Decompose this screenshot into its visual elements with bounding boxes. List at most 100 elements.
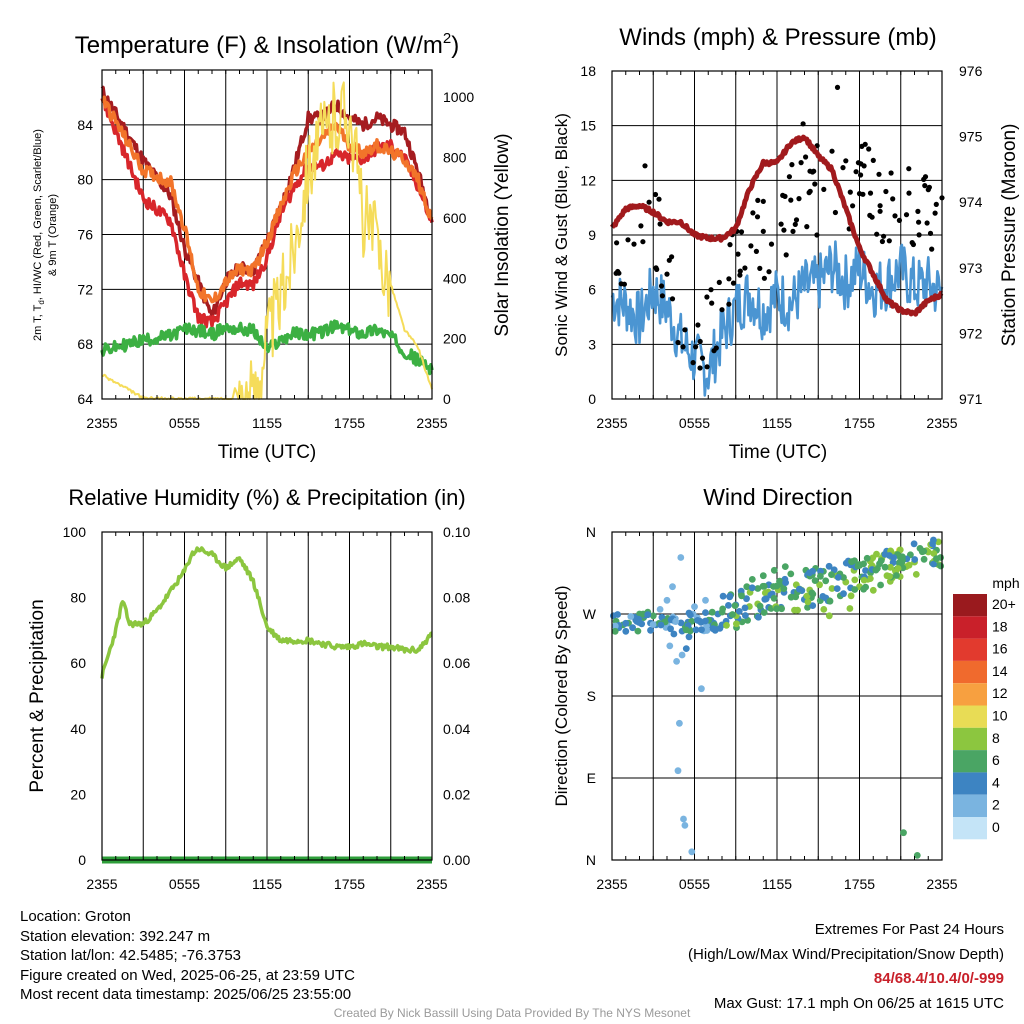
- extremes-values: 84/68.4/10.4/0/-999: [873, 970, 1004, 987]
- gust-point: [807, 168, 813, 174]
- wind-direction-point: [778, 605, 785, 613]
- gust-point: [866, 146, 872, 152]
- wind-direction-panel-title: Wind Direction: [703, 484, 853, 510]
- gust-point: [796, 196, 802, 202]
- humidity-y-tick-label: 40: [70, 721, 86, 737]
- gust-point: [669, 254, 675, 260]
- gust-point: [804, 224, 810, 230]
- gust-point: [737, 272, 743, 278]
- wind-direction-point: [794, 606, 801, 614]
- pressure-line: [609, 134, 944, 317]
- gust-point: [834, 84, 841, 90]
- wind-direction-point: [635, 619, 643, 626]
- winds-y-tick-label: 6: [588, 282, 596, 298]
- gust-point: [657, 221, 663, 227]
- winds-x-tick-label: 2355: [596, 415, 627, 431]
- gust-point: [874, 231, 880, 237]
- wind-direction-point: [869, 586, 877, 594]
- wind-direction-point: [781, 563, 789, 570]
- station-location: Location: Groton: [20, 908, 131, 925]
- legend-label: 16: [992, 641, 1008, 657]
- wind-direction-point: [709, 625, 717, 633]
- wind-direction-point: [691, 603, 698, 611]
- wind-direction-point: [920, 555, 928, 563]
- wind-direction-point: [899, 553, 906, 561]
- wind-direction-point: [825, 562, 833, 570]
- legend-swatch: [953, 660, 987, 684]
- gust-point: [789, 162, 795, 168]
- legend-title: mph: [992, 575, 1019, 591]
- winds-x-tick-label: 1155: [762, 415, 792, 431]
- wind-direction-point: [729, 611, 736, 618]
- gust-point: [829, 148, 835, 154]
- humidity-y-tick-label: 0: [78, 852, 86, 868]
- gust-point: [713, 345, 719, 351]
- humidity-y-tick-label: 60: [70, 655, 86, 671]
- wind-direction-point: [725, 602, 732, 609]
- humidity-line: [100, 546, 433, 679]
- wind-direction-point: [911, 556, 919, 563]
- wind-direction-point: [840, 574, 847, 581]
- wind-direction-point: [787, 570, 795, 578]
- precip-y-tick-label: 0.08: [443, 590, 470, 606]
- wind-direction-point: [825, 612, 833, 620]
- precip-y-tick-label: 0.04: [443, 721, 470, 737]
- wind-direction-point: [834, 574, 842, 581]
- temperature-y-axis-label-line2: & 9m T (Orange): [47, 194, 59, 276]
- wind-direction-point: [649, 612, 657, 620]
- wind-direction-point: [848, 558, 855, 566]
- pressure-y-tick-label: 972: [959, 325, 983, 341]
- wind-direction-point: [846, 605, 854, 612]
- wind-direction-y-tick-label: N: [586, 852, 596, 868]
- gust-point: [932, 210, 938, 216]
- gust-point: [754, 214, 761, 220]
- wind-direction-point: [770, 594, 778, 602]
- gust-point: [697, 338, 703, 345]
- gust-point: [916, 219, 922, 225]
- wind-direction-point: [756, 602, 764, 610]
- gust-point: [621, 281, 628, 287]
- gust-point: [906, 190, 912, 196]
- gust-point: [814, 232, 820, 238]
- legend-label: 12: [992, 685, 1008, 701]
- wind-direction-point: [900, 829, 907, 837]
- wind-direction-point: [840, 590, 847, 598]
- legend-swatch: [953, 772, 987, 795]
- temperature-x-axis-label: Time (UTC): [218, 442, 317, 463]
- gust-point: [803, 154, 809, 160]
- legend-swatch: [953, 705, 987, 728]
- temperature-x-tick-label: 1755: [334, 415, 365, 431]
- pressure-y-tick-label: 973: [959, 260, 983, 276]
- wind-direction-point: [719, 605, 727, 613]
- gust-point: [697, 365, 703, 371]
- wind-direction-point: [913, 852, 921, 859]
- wind-direction-point: [741, 604, 749, 612]
- wind-direction-point: [770, 566, 778, 574]
- gust-point: [783, 252, 789, 258]
- wind-direction-point: [627, 613, 635, 620]
- insolation-y-tick-label: 800: [443, 150, 467, 166]
- gust-point: [886, 238, 892, 244]
- temperature-x-tick-label: 2355: [416, 415, 447, 431]
- wind-direction-point: [817, 572, 824, 580]
- wind-direction-point: [804, 598, 812, 606]
- wind-direction-point: [918, 548, 926, 556]
- gust-point: [748, 243, 754, 249]
- humidity-panel: Relative Humidity (%) & Precipitation (i…: [27, 485, 470, 892]
- wind-direction-point: [647, 626, 654, 634]
- winds-y-axis-label: Sonic Wind & Gust (Blue, Black): [552, 113, 571, 357]
- gust-point: [926, 184, 933, 190]
- wind-direction-point: [685, 609, 693, 617]
- extremes-title: Extremes For Past 24 Hours: [814, 921, 1004, 938]
- gust-point: [738, 229, 745, 235]
- wind-direction-point: [723, 621, 730, 629]
- temperature-y-tick-label: 76: [77, 227, 93, 243]
- legend-label: 14: [992, 663, 1008, 679]
- legend-swatch: [953, 727, 987, 751]
- gust-point: [927, 230, 934, 236]
- wind-direction-point: [692, 626, 700, 634]
- gust-point: [877, 203, 883, 209]
- temperature-panel: Temperature (F) & Insolation (W/m2) Time…: [32, 30, 513, 463]
- gust-point: [915, 208, 921, 214]
- extremes-legend: (High/Low/Max Wind/Precipitation/Snow De…: [688, 945, 1004, 963]
